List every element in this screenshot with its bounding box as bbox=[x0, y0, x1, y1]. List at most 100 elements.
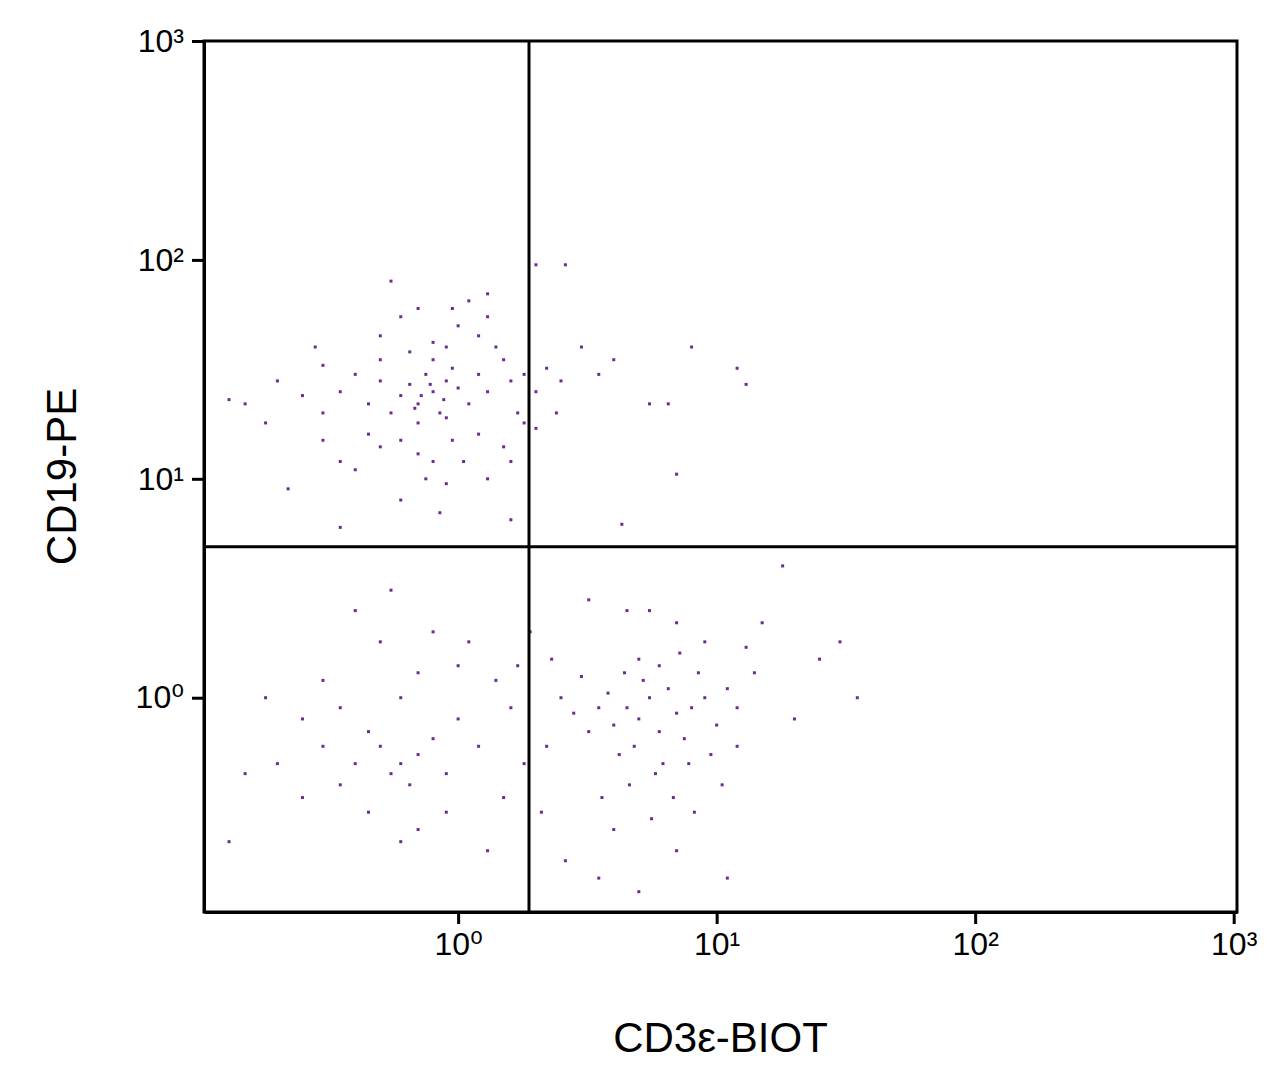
plot-frame bbox=[204, 41, 1237, 912]
event-dot bbox=[339, 526, 342, 529]
event-dot bbox=[379, 745, 382, 748]
event-dot bbox=[379, 640, 382, 643]
event-dot bbox=[675, 712, 678, 715]
event-dot bbox=[457, 717, 460, 720]
event-dot bbox=[642, 679, 645, 682]
event-dot bbox=[321, 411, 324, 414]
event-dot bbox=[276, 379, 279, 382]
event-dot bbox=[321, 679, 324, 682]
event-dot bbox=[648, 402, 651, 405]
y-tick-mark bbox=[192, 259, 204, 262]
event-dot bbox=[661, 762, 664, 765]
event-dot bbox=[625, 609, 628, 612]
event-dot bbox=[408, 350, 411, 353]
event-dot bbox=[597, 877, 600, 880]
event-dot bbox=[607, 692, 610, 695]
event-dot bbox=[618, 753, 621, 756]
event-dot bbox=[555, 411, 558, 414]
event-dot bbox=[534, 390, 537, 393]
event-dot bbox=[379, 334, 382, 337]
event-dot bbox=[379, 358, 382, 361]
y-tick-mark bbox=[192, 40, 204, 43]
event-dot bbox=[445, 482, 448, 485]
event-dot bbox=[726, 877, 729, 880]
event-dot bbox=[637, 658, 640, 661]
event-dot bbox=[438, 511, 441, 514]
event-dot bbox=[486, 390, 489, 393]
y-axis-title: CD19-PE bbox=[38, 388, 85, 565]
event-dot bbox=[287, 487, 290, 490]
event-dot bbox=[572, 712, 575, 715]
event-dot bbox=[534, 427, 537, 430]
event-dot bbox=[457, 386, 460, 389]
event-dot bbox=[264, 421, 267, 424]
chart: 10⁰10¹10²10³10⁰10¹10²10³CD3ε-BIOTCD19-PE bbox=[0, 0, 1280, 1090]
x-tick: 10⁰ bbox=[434, 912, 482, 962]
event-dot bbox=[244, 772, 247, 775]
event-dot bbox=[523, 421, 526, 424]
event-dot bbox=[417, 828, 420, 831]
event-dot bbox=[683, 737, 686, 740]
event-dot bbox=[650, 817, 653, 820]
event-dot bbox=[658, 730, 661, 733]
event-dot bbox=[523, 762, 526, 765]
event-dot bbox=[502, 445, 505, 448]
event-dot bbox=[793, 717, 796, 720]
event-dot bbox=[389, 589, 392, 592]
event-dot bbox=[228, 840, 231, 843]
event-dot bbox=[648, 609, 651, 612]
event-dot bbox=[697, 671, 700, 674]
event-dot bbox=[354, 468, 357, 471]
event-dot bbox=[264, 696, 267, 699]
quadrant-gate-vertical bbox=[527, 41, 530, 912]
event-dot bbox=[399, 762, 402, 765]
event-dot bbox=[545, 745, 548, 748]
event-dot bbox=[587, 730, 590, 733]
event-dot bbox=[451, 367, 454, 370]
event-dot bbox=[637, 717, 640, 720]
event-dot bbox=[301, 717, 304, 720]
y-tick-mark bbox=[192, 478, 204, 481]
event-dot bbox=[389, 411, 392, 414]
event-dot bbox=[600, 796, 603, 799]
event-dot bbox=[628, 783, 631, 786]
event-dot bbox=[545, 367, 548, 370]
event-dot bbox=[445, 772, 448, 775]
event-dot bbox=[678, 652, 681, 655]
event-dot bbox=[399, 394, 402, 397]
event-dot bbox=[477, 373, 480, 376]
x-tick-label: 10⁰ bbox=[434, 926, 482, 962]
event-dot bbox=[540, 811, 543, 814]
event-dot bbox=[339, 460, 342, 463]
event-dot bbox=[445, 811, 448, 814]
event-dot bbox=[408, 783, 411, 786]
event-dot bbox=[399, 696, 402, 699]
x-tick-label: 10¹ bbox=[694, 926, 740, 962]
event-dot bbox=[550, 658, 553, 661]
event-dot bbox=[559, 696, 562, 699]
event-dot bbox=[321, 439, 324, 442]
event-dot bbox=[432, 630, 435, 633]
y-tick: 10⁰ bbox=[136, 679, 204, 715]
event-dot bbox=[597, 373, 600, 376]
event-dot bbox=[467, 640, 470, 643]
event-dot bbox=[818, 658, 821, 661]
event-dot bbox=[502, 796, 505, 799]
event-dot bbox=[432, 358, 435, 361]
event-dot bbox=[559, 379, 562, 382]
x-tick: 10³ bbox=[1211, 912, 1258, 962]
event-dot bbox=[432, 737, 435, 740]
event-dot bbox=[354, 762, 357, 765]
event-dot bbox=[509, 379, 512, 382]
event-dot bbox=[399, 315, 402, 318]
event-dot bbox=[523, 373, 526, 376]
event-dot bbox=[228, 398, 231, 401]
event-dot bbox=[612, 358, 615, 361]
event-dot bbox=[534, 263, 537, 266]
event-dot bbox=[580, 675, 583, 678]
event-dot bbox=[486, 292, 489, 295]
event-dot bbox=[314, 346, 317, 349]
y-tick-label: 10³ bbox=[138, 23, 185, 59]
event-dot bbox=[745, 646, 748, 649]
event-dot bbox=[486, 477, 489, 480]
